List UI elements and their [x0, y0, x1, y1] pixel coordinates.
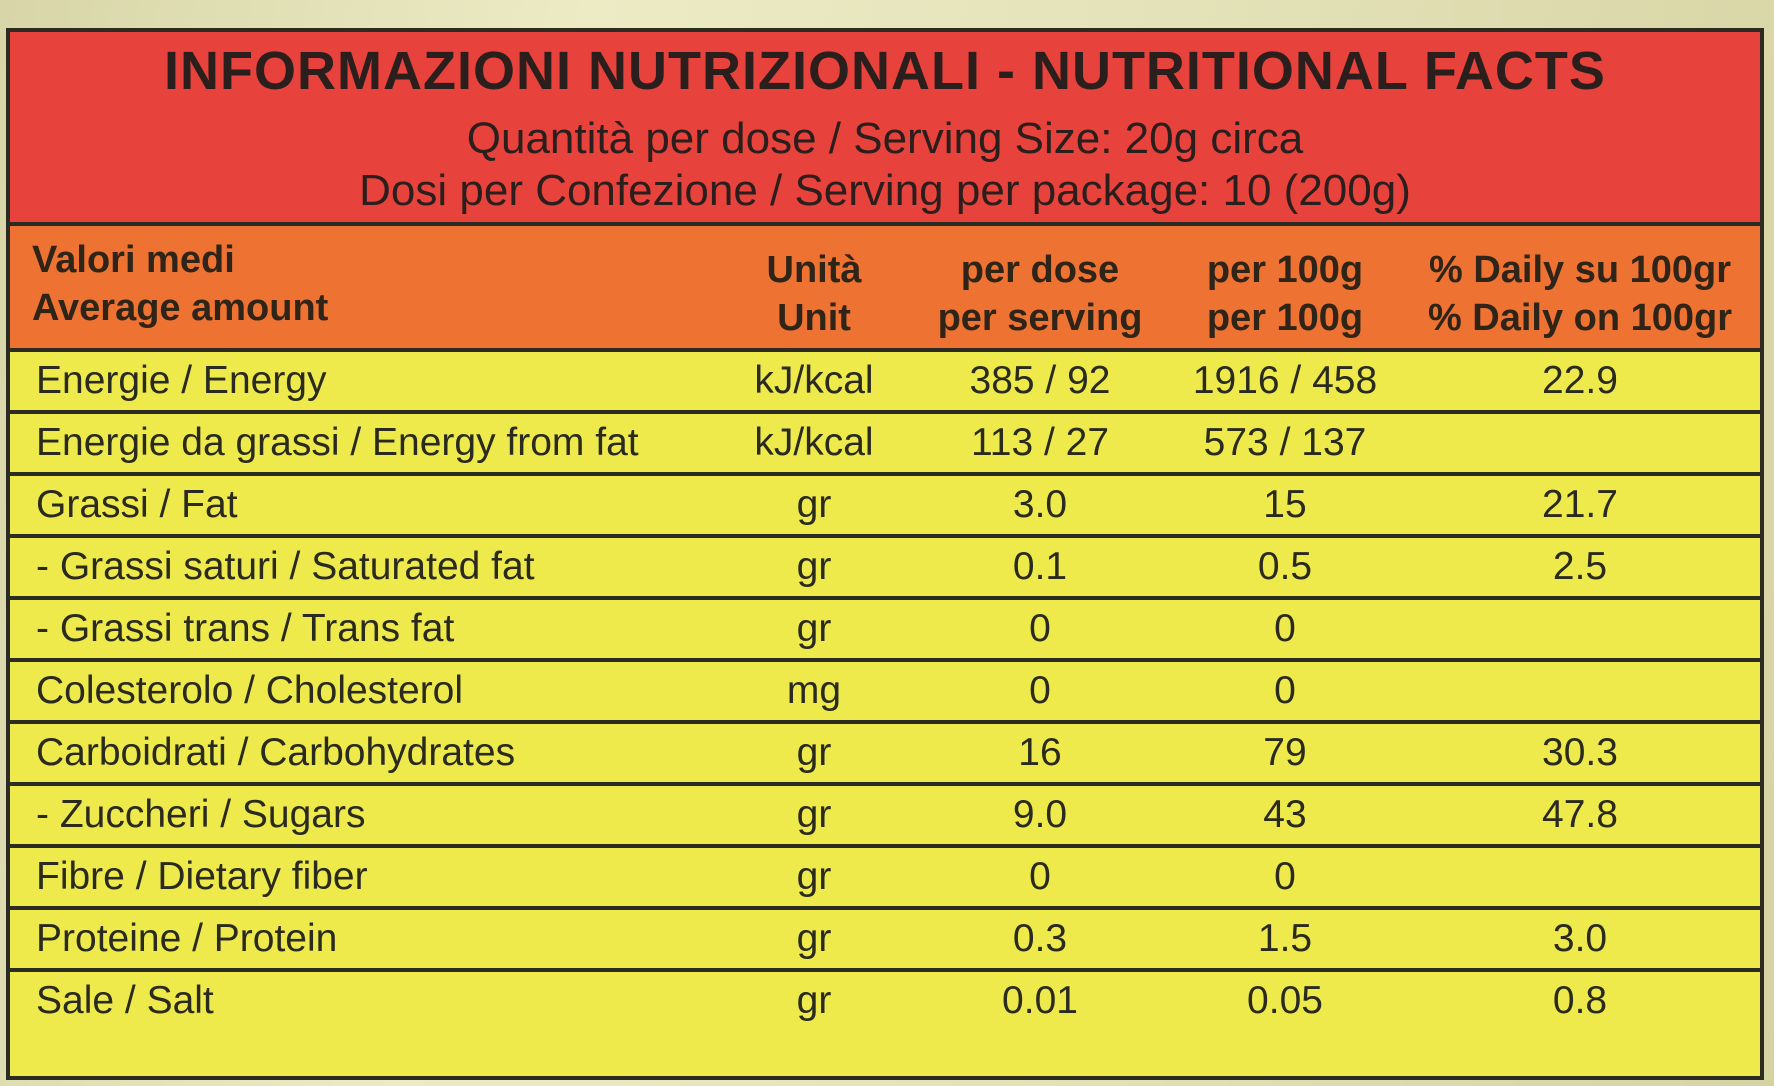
table-row: - Grassi trans / Trans fat gr 0 0	[10, 600, 1760, 662]
nutrient-name: Colesterolo / Cholesterol	[36, 669, 464, 712]
nutrient-name: Grassi / Fat	[36, 483, 238, 526]
header-serving-it: per dose	[960, 249, 1120, 291]
title-band: INFORMAZIONI NUTRIZIONALI - NUTRITIONAL …	[10, 32, 1760, 226]
nutrient-per-serving: 9.0	[1012, 793, 1068, 836]
nutrient-name: Proteine / Protein	[36, 917, 338, 960]
table-row: Grassi / Fat gr 3.0 15 21.7	[10, 476, 1760, 538]
nutrient-per-100g: 0	[1274, 607, 1296, 650]
nutrient-name: Energie da grassi / Energy from fat	[36, 421, 639, 464]
nutrient-per-100g: 0	[1274, 669, 1296, 712]
nutrient-unit: mg	[786, 669, 842, 712]
nutrient-name: - Zuccheri / Sugars	[36, 793, 366, 836]
nutrient-unit: gr	[796, 731, 832, 774]
table-row: Sale / Salt gr 0.01 0.05 0.8	[10, 972, 1760, 1034]
nutrient-unit: gr	[796, 917, 832, 960]
nutrient-daily-percent: 30.3	[1542, 731, 1618, 774]
nutrient-unit: kJ/kcal	[754, 421, 874, 464]
nutrient-name: Carboidrati / Carbohydrates	[36, 731, 516, 774]
nutrient-unit: kJ/kcal	[754, 359, 874, 402]
header-daily-it: % Daily su 100gr	[1428, 249, 1732, 291]
nutrient-per-100g: 1916 / 458	[1192, 359, 1378, 402]
nutrient-per-100g: 15	[1263, 483, 1307, 526]
nutrient-name: Energie / Energy	[36, 359, 327, 402]
nutrient-unit: gr	[796, 483, 832, 526]
header-daily-en: % Daily on 100gr	[1427, 297, 1733, 339]
header-unit-en: Unit	[777, 297, 851, 339]
nutrient-per-serving: 3.0	[1012, 483, 1068, 526]
nutrient-daily-percent	[1410, 414, 1750, 472]
table-header: Valori medi Average amount Unità Unit pe…	[10, 226, 1760, 352]
nutrient-name: Fibre / Dietary fiber	[36, 855, 368, 898]
header-per-serving: per dose per serving	[910, 246, 1170, 342]
nutrient-per-serving: 385 / 92	[969, 359, 1111, 402]
header-daily-percent: % Daily su 100gr % Daily on 100gr	[1410, 246, 1750, 342]
nutrition-panel: INFORMAZIONI NUTRIZIONALI - NUTRITIONAL …	[6, 28, 1764, 1080]
nutrient-daily-percent: 0.8	[1552, 979, 1608, 1022]
serving-size-text: Quantità per dose / Serving Size: 20g ci…	[466, 114, 1304, 163]
nutrient-per-100g: 43	[1263, 793, 1307, 836]
label-title: INFORMAZIONI NUTRIZIONALI - NUTRITIONAL …	[164, 41, 1606, 101]
nutrient-name: - Grassi trans / Trans fat	[36, 607, 455, 650]
servings-per-package-text: Dosi per Confezione / Serving per packag…	[359, 166, 1411, 215]
table-row: Colesterolo / Cholesterol mg 0 0	[10, 662, 1760, 724]
nutrient-per-100g: 1.5	[1257, 917, 1313, 960]
header-average-amount: Valori medi Average amount	[32, 236, 328, 332]
nutrient-daily-percent	[1410, 600, 1750, 658]
nutrient-rows: Energie / Energy kJ/kcal 385 / 92 1916 /…	[10, 352, 1760, 1034]
header-unit: Unità Unit	[724, 246, 904, 342]
nutrient-per-serving: 0.3	[1012, 917, 1068, 960]
header-amount-it: Valori medi	[32, 239, 235, 281]
nutrient-per-100g: 573 / 137	[1203, 421, 1367, 464]
nutrient-name: Sale / Salt	[36, 979, 214, 1022]
nutrient-daily-percent	[1410, 848, 1750, 906]
table-row: - Grassi saturi / Saturated fat gr 0.1 0…	[10, 538, 1760, 600]
nutrient-per-serving: 0	[1029, 855, 1051, 898]
nutrient-per-serving: 16	[1018, 731, 1062, 774]
table-row: Proteine / Protein gr 0.3 1.5 3.0	[10, 910, 1760, 972]
nutrient-per-serving: 0.01	[1002, 979, 1078, 1022]
nutrient-daily-percent	[1410, 662, 1750, 720]
table-row: Fibre / Dietary fiber gr 0 0	[10, 848, 1760, 910]
nutrient-daily-percent: 2.5	[1552, 545, 1608, 588]
nutrient-daily-percent: 21.7	[1542, 483, 1618, 526]
nutrient-per-100g: 0	[1274, 855, 1296, 898]
nutrient-per-serving: 0	[1029, 607, 1051, 650]
header-per-100g: per 100g per 100g	[1170, 246, 1400, 342]
header-per100-it: per 100g	[1206, 249, 1364, 291]
nutrient-daily-percent: 3.0	[1552, 917, 1608, 960]
nutrient-per-serving: 0	[1029, 669, 1051, 712]
nutrient-unit: gr	[796, 855, 832, 898]
table-row: - Zuccheri / Sugars gr 9.0 43 47.8	[10, 786, 1760, 848]
nutrient-unit: gr	[796, 793, 832, 836]
nutrient-per-serving: 0.1	[1012, 545, 1068, 588]
nutrient-unit: gr	[796, 545, 832, 588]
table-row: Carboidrati / Carbohydrates gr 16 79 30.…	[10, 724, 1760, 786]
nutrient-unit: gr	[796, 607, 832, 650]
header-unit-it: Unità	[766, 249, 862, 291]
header-amount-en: Average amount	[32, 287, 329, 329]
nutrient-name: - Grassi saturi / Saturated fat	[36, 545, 535, 588]
nutrient-per-100g: 0.5	[1257, 545, 1313, 588]
nutrient-unit: gr	[796, 979, 832, 1022]
header-per100-en: per 100g	[1206, 297, 1364, 339]
nutrient-per-serving: 113 / 27	[970, 421, 1110, 464]
nutrient-daily-percent: 47.8	[1542, 793, 1618, 836]
nutrient-daily-percent: 22.9	[1542, 359, 1618, 402]
nutrient-per-100g: 0.05	[1247, 979, 1323, 1022]
table-row: Energie / Energy kJ/kcal 385 / 92 1916 /…	[10, 352, 1760, 414]
table-row: Energie da grassi / Energy from fat kJ/k…	[10, 414, 1760, 476]
header-serving-en: per serving	[937, 297, 1143, 339]
nutrient-per-100g: 79	[1263, 731, 1307, 774]
